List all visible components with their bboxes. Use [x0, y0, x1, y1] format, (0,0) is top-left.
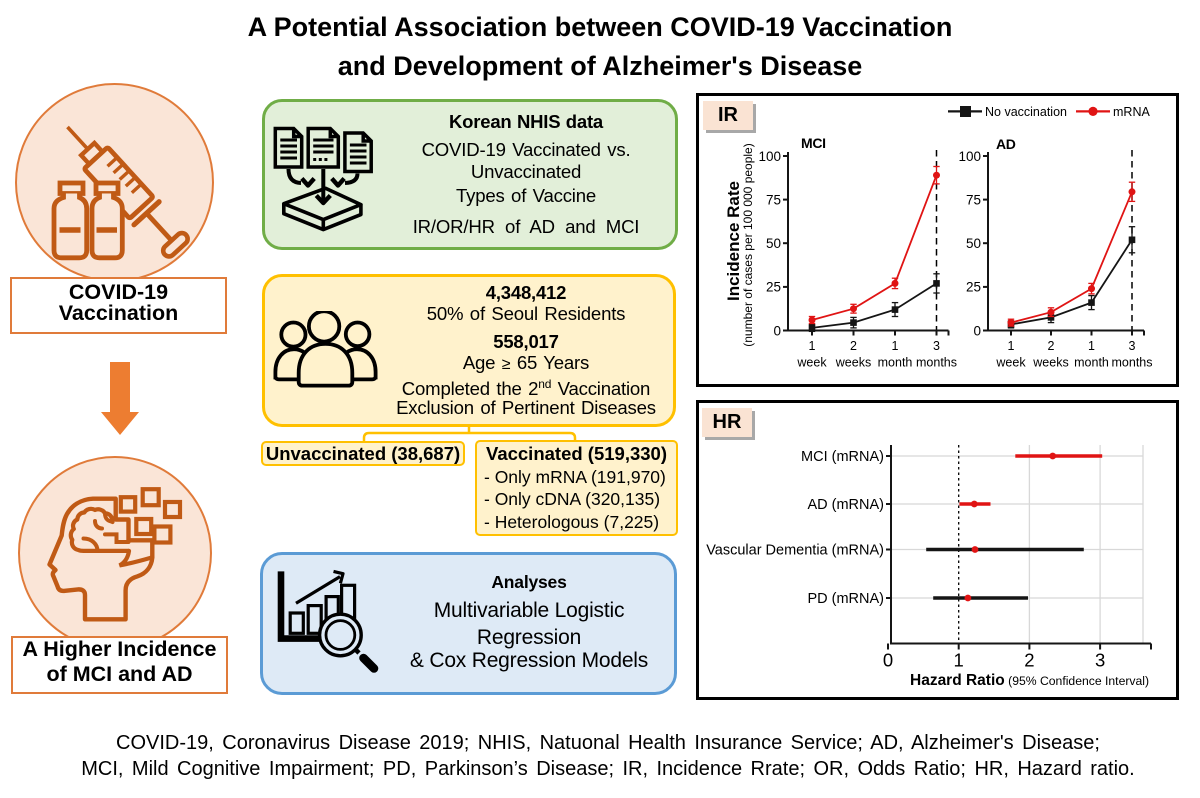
svg-text:2: 2 — [850, 339, 857, 353]
svg-text:Vascular Dementia (mRNA): Vascular Dementia (mRNA) — [706, 543, 884, 559]
svg-text:week: week — [796, 356, 827, 370]
svg-text:2: 2 — [1048, 339, 1055, 353]
svg-text:0: 0 — [973, 323, 981, 338]
svg-text:100: 100 — [958, 149, 981, 164]
svg-text:AD: AD — [996, 136, 1016, 152]
svg-text:1: 1 — [1008, 339, 1015, 353]
svg-text:0: 0 — [773, 323, 781, 338]
svg-text:month: month — [878, 356, 913, 370]
svg-text:weeks: weeks — [1032, 356, 1068, 370]
svg-text:weeks: weeks — [835, 356, 871, 370]
svg-text:25: 25 — [966, 280, 981, 295]
svg-text:0: 0 — [883, 650, 893, 671]
svg-text:months: months — [1112, 356, 1153, 370]
svg-text:MCI: MCI — [801, 135, 826, 151]
svg-text:1: 1 — [892, 339, 899, 353]
svg-text:PD (mRNA): PD (mRNA) — [807, 591, 884, 607]
svg-text:3: 3 — [933, 339, 940, 353]
svg-text:50: 50 — [966, 236, 981, 251]
svg-text:75: 75 — [966, 192, 981, 207]
svg-text:Incidence Rate: Incidence Rate — [724, 181, 743, 301]
svg-text:No vaccination: No vaccination — [985, 105, 1067, 119]
svg-text:1: 1 — [954, 650, 964, 671]
svg-text:50: 50 — [766, 236, 781, 251]
svg-text:25: 25 — [766, 280, 781, 295]
svg-text:week: week — [995, 356, 1026, 370]
svg-text:1: 1 — [1088, 339, 1095, 353]
svg-text:75: 75 — [766, 192, 781, 207]
svg-text:1: 1 — [809, 339, 816, 353]
svg-text:MCI (mRNA): MCI (mRNA) — [801, 449, 884, 465]
svg-text:AD (mRNA): AD (mRNA) — [807, 497, 884, 513]
svg-text:100: 100 — [758, 149, 781, 164]
svg-text:2: 2 — [1024, 650, 1034, 671]
svg-text:3: 3 — [1129, 339, 1136, 353]
svg-text:Hazard Ratio (95% Confidence: Hazard Ratio (95% Confidence Interval) — [910, 672, 1149, 689]
svg-text:months: months — [916, 356, 957, 370]
svg-text:mRNA: mRNA — [1113, 105, 1150, 119]
svg-text:(number of cases per 100 000: (number of cases per 100 000 people) — [741, 143, 755, 346]
svg-text:3: 3 — [1095, 650, 1105, 671]
svg-text:month: month — [1074, 356, 1109, 370]
